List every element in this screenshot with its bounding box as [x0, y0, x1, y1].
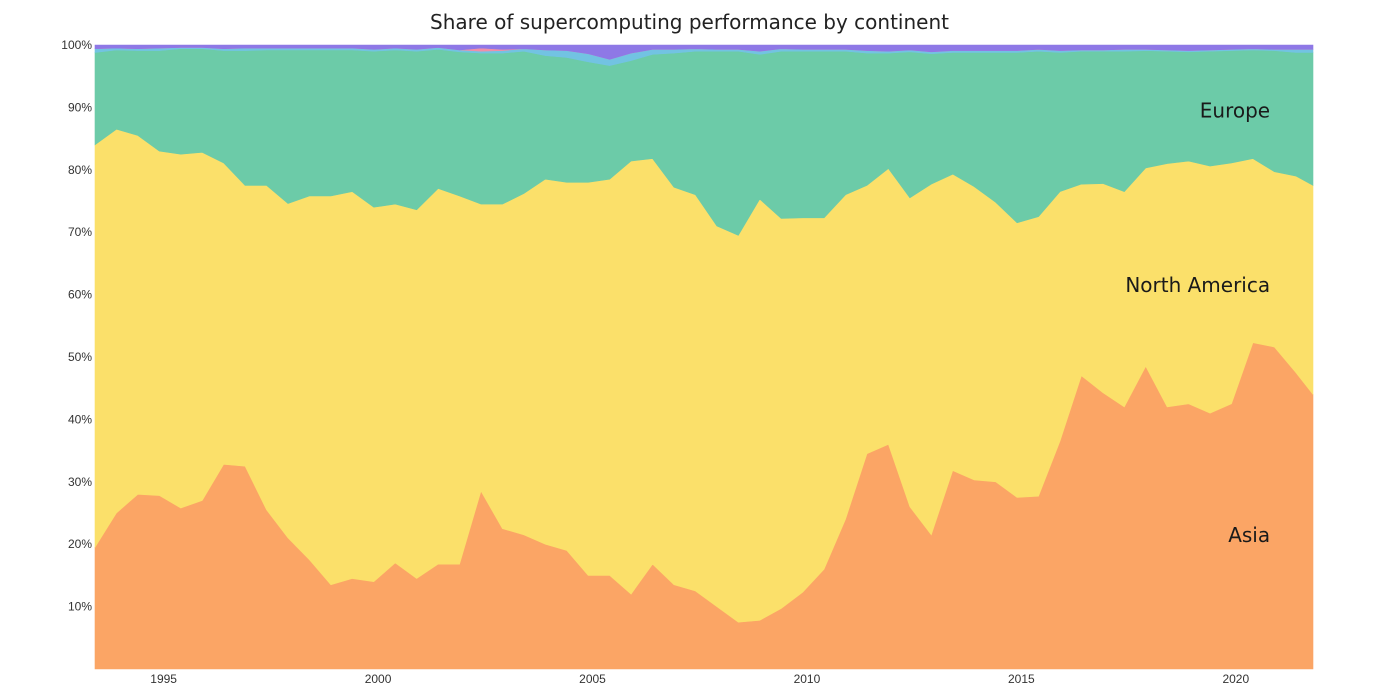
x-tick-label: 2020	[1222, 672, 1249, 686]
y-tick-label: 60%	[68, 288, 92, 302]
y-tick-label: 10%	[68, 600, 92, 614]
x-tick-label: 2010	[794, 672, 821, 686]
y-tick-label: 80%	[68, 163, 92, 177]
y-tick-label: 50%	[68, 350, 92, 364]
x-tick-label: 2015	[1008, 672, 1035, 686]
area-series-other-5	[94, 44, 1314, 60]
area-label-north-america: North America	[1125, 273, 1270, 297]
y-tick-label: 90%	[68, 100, 92, 114]
x-tick-label: 2005	[579, 672, 606, 686]
x-tick-label: 2000	[365, 672, 392, 686]
x-tick-label: 1995	[150, 672, 177, 686]
area-label-europe: Europe	[1200, 99, 1270, 123]
chart-title: Share of supercomputing performance by c…	[430, 10, 949, 34]
area-label-asia: Asia	[1228, 523, 1270, 547]
y-tick-label: 20%	[68, 537, 92, 551]
y-tick-label: 70%	[68, 225, 92, 239]
y-tick-label: 40%	[68, 412, 92, 426]
y-tick-label: 100%	[61, 38, 92, 52]
y-tick-label: 30%	[68, 475, 92, 489]
